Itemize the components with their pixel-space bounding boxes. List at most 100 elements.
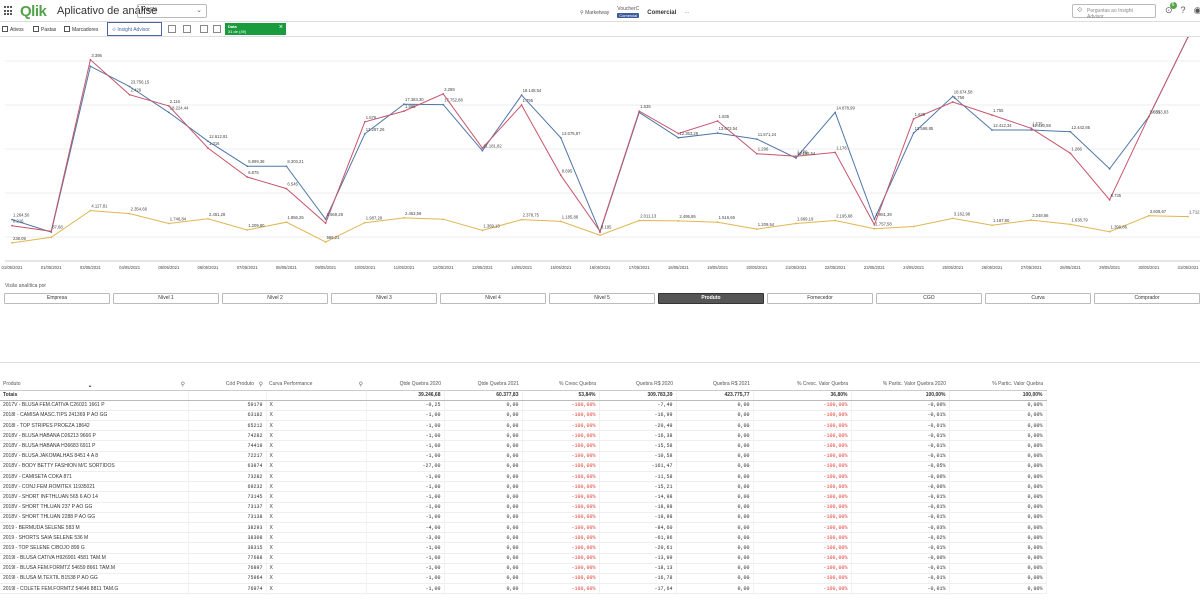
data-point[interactable] bbox=[559, 174, 562, 177]
table-row[interactable]: 2018V - SHORT THLUAN 237 P AO GG 73137 X -1… bbox=[0, 502, 1047, 513]
data-point[interactable] bbox=[246, 176, 249, 178]
data-point[interactable] bbox=[520, 218, 523, 221]
table-row[interactable]: 2018V - SHORT INFTHLUAN 565 6 AO 14 73145… bbox=[0, 491, 1047, 503]
data-point[interactable] bbox=[520, 94, 523, 97]
column-search-icon[interactable]: ⚲ bbox=[358, 382, 363, 388]
data-point[interactable] bbox=[638, 219, 641, 222]
data-point[interactable] bbox=[1108, 167, 1111, 170]
data-point[interactable] bbox=[873, 227, 876, 230]
step-back-icon[interactable] bbox=[200, 25, 208, 33]
data-point[interactable] bbox=[716, 120, 719, 122]
column-header[interactable]: % Cresc Quebra bbox=[522, 379, 599, 391]
column-header[interactable]: Cód Produto ⚲ bbox=[188, 379, 266, 391]
column-header[interactable]: Qtde Quebra 2020 bbox=[366, 379, 444, 391]
data-point[interactable] bbox=[167, 105, 170, 107]
dimension-button-fornecedor[interactable]: Fornecedor bbox=[767, 293, 873, 304]
data-point[interactable] bbox=[873, 218, 876, 221]
assets-button[interactable]: Ativos bbox=[2, 26, 24, 33]
data-point[interactable] bbox=[1147, 214, 1150, 217]
table-row[interactable]: 2017V - BLUSA FEM.CATIVA C26021 1661 P 59… bbox=[0, 400, 1047, 411]
table-row[interactable]: 2019 - SHORTS SAIA SELENE 536 M 38308 X -3,… bbox=[0, 532, 1047, 544]
data-point[interactable] bbox=[991, 129, 993, 131]
dimension-button-cgo[interactable]: CGO bbox=[876, 293, 982, 304]
data-point[interactable] bbox=[795, 155, 797, 158]
data-point[interactable] bbox=[207, 147, 209, 150]
data-point[interactable] bbox=[442, 218, 445, 221]
data-point[interactable] bbox=[1147, 115, 1150, 118]
series-line-0[interactable] bbox=[11, 37, 1189, 234]
data-point[interactable] bbox=[1108, 230, 1111, 233]
data-point[interactable] bbox=[11, 218, 13, 221]
data-point[interactable] bbox=[991, 114, 993, 116]
table-row[interactable]: 2018V - BLUSA HABANA D26213 9666 P 74282 X… bbox=[0, 430, 1047, 442]
data-point[interactable] bbox=[795, 222, 797, 225]
data-point[interactable] bbox=[1069, 130, 1072, 133]
data-point[interactable] bbox=[442, 103, 445, 106]
data-point[interactable] bbox=[285, 221, 288, 224]
data-point[interactable] bbox=[951, 217, 954, 220]
data-point[interactable] bbox=[1069, 152, 1072, 155]
data-point[interactable] bbox=[11, 242, 13, 244]
dimension-button-nível-2[interactable]: Nível 2 bbox=[222, 293, 328, 304]
data-point[interactable] bbox=[638, 110, 641, 112]
data-point[interactable] bbox=[1108, 198, 1111, 201]
column-search-icon[interactable]: ⚲ bbox=[180, 382, 185, 388]
data-point[interactable] bbox=[128, 212, 131, 215]
nav-marketplace[interactable]: ⚲ Marketway bbox=[580, 9, 610, 16]
insight-advisor-button[interactable]: ⟐ Insight Advisor bbox=[107, 22, 162, 36]
data-point[interactable] bbox=[677, 132, 680, 135]
sheet-dropdown[interactable]: Pasta ⌄ bbox=[137, 4, 207, 18]
data-point[interactable] bbox=[991, 224, 993, 227]
data-point[interactable] bbox=[599, 230, 601, 233]
table-row[interactable]: 2019 - TOP SELENE C/BOJO 899 G 38315 X -1,0… bbox=[0, 542, 1047, 554]
column-header[interactable]: % Partic. Valor Quebra 2020 bbox=[851, 379, 949, 391]
close-icon[interactable]: × bbox=[278, 24, 283, 31]
data-point[interactable] bbox=[324, 218, 327, 221]
column-header[interactable]: Quebra R$ 2021 bbox=[676, 379, 753, 391]
table-row[interactable]: 2018V - BLUSA JAKOMALHAS 8451 4 A 8 72217… bbox=[0, 451, 1047, 462]
data-point[interactable] bbox=[285, 187, 288, 190]
data-point[interactable] bbox=[912, 225, 915, 228]
data-point[interactable] bbox=[481, 147, 484, 150]
table-row[interactable]: 2019 - BERMUDA SELENE 583 M 38293 X -4,00 0,… bbox=[0, 522, 1047, 534]
data-point[interactable] bbox=[559, 136, 562, 139]
data-point[interactable] bbox=[89, 209, 92, 212]
line-chart[interactable]: 1.264,50 8.216 238,09 87,68 3.395 4.117,81 23.… bbox=[0, 37, 1200, 273]
data-point[interactable] bbox=[481, 229, 484, 232]
data-point[interactable] bbox=[1030, 127, 1033, 130]
dimension-button-curva[interactable]: Curva bbox=[985, 293, 1091, 304]
data-point[interactable] bbox=[167, 222, 170, 225]
data-point[interactable] bbox=[755, 228, 758, 231]
data-point[interactable] bbox=[834, 111, 837, 114]
table-row[interactable]: 2018I - CAMISA MASC.TIPS 241369 P AO GG 6… bbox=[0, 410, 1047, 422]
data-point[interactable] bbox=[520, 104, 523, 106]
table-row[interactable]: 2019I - BLUSA M.TEXTIL B1538 P AO GG 7596… bbox=[0, 573, 1047, 585]
data-point[interactable] bbox=[207, 140, 209, 143]
column-search-icon[interactable]: ⚲ bbox=[258, 382, 263, 388]
data-point[interactable] bbox=[285, 165, 288, 168]
data-point[interactable] bbox=[246, 229, 249, 231]
data-point[interactable] bbox=[442, 92, 445, 95]
dimension-button-empresa[interactable]: Empresa bbox=[4, 293, 110, 304]
clear-selections-icon[interactable] bbox=[213, 25, 221, 33]
data-point[interactable] bbox=[599, 234, 601, 237]
column-header[interactable]: Qtde Quebra 2021 bbox=[444, 379, 522, 391]
totals-row[interactable]: Totais 39.246,68 60.377,83 53,84% 309.783,39… bbox=[0, 390, 1047, 401]
nav-commercial[interactable]: Comercial bbox=[647, 9, 677, 16]
data-point[interactable] bbox=[716, 132, 719, 134]
bookmarks-button[interactable]: Marcadores bbox=[64, 26, 98, 33]
table-row[interactable]: 2018V - BODY BETTY FASHION M/C SORTIDOS 6… bbox=[0, 461, 1047, 473]
data-point[interactable] bbox=[1030, 219, 1033, 221]
more-options-icon[interactable]: ··· bbox=[684, 9, 690, 16]
data-point[interactable] bbox=[50, 230, 53, 233]
apps-grid-icon[interactable] bbox=[4, 6, 14, 16]
data-point[interactable] bbox=[363, 120, 366, 123]
data-point[interactable] bbox=[89, 58, 92, 61]
notifications-icon[interactable]: ⊙ 6 bbox=[1165, 2, 1177, 16]
data-point[interactable] bbox=[363, 221, 366, 224]
data-point[interactable] bbox=[363, 133, 366, 135]
data-point[interactable] bbox=[1030, 129, 1033, 131]
table-row[interactable]: 2018V - CONJ.FEM.ROMITEX 11935021 69232 X -… bbox=[0, 481, 1047, 493]
table-row[interactable]: 2018V - SHORT THLUAN 2288 P AO GG 73138 X -… bbox=[0, 512, 1047, 523]
data-point[interactable] bbox=[912, 117, 915, 120]
